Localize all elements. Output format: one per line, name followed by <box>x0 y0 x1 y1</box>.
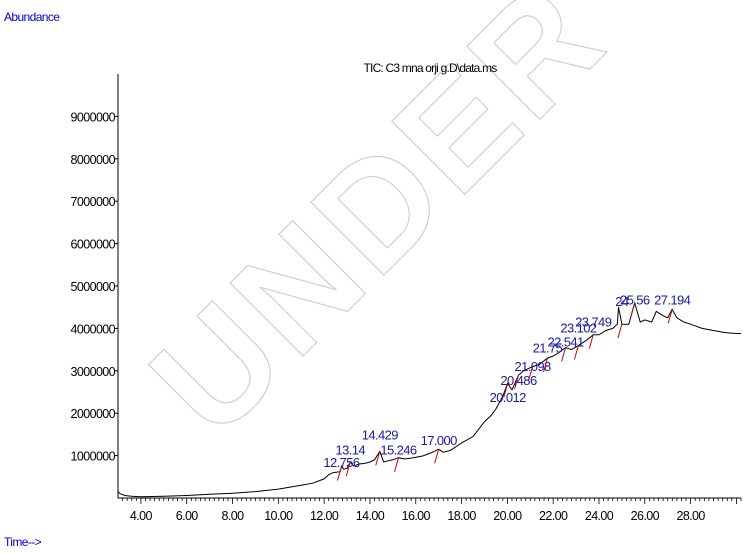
peak-marker <box>345 461 351 477</box>
y-axis-label: Abundance <box>4 10 60 24</box>
y-tick-label: 4000000 <box>71 322 116 336</box>
axis-ticks: 1000000 2000000 3000000 4000000 5000000 60000… <box>71 110 742 523</box>
x-tick-label: 6.00 <box>176 509 199 523</box>
peak-marker <box>630 302 636 318</box>
peak-marker <box>336 466 342 481</box>
y-tick-label: 7000000 <box>71 195 116 209</box>
peak-label: 23.749 <box>575 314 612 329</box>
x-tick-label: 4.00 <box>130 509 153 523</box>
peak-marker <box>561 347 567 362</box>
peak-label: 21.75 <box>533 341 563 356</box>
peak-label: 20.012 <box>490 390 527 405</box>
x-tick-label: 24.00 <box>585 509 614 523</box>
y-tick-label: 5000000 <box>71 280 116 294</box>
y-tick-label: 2000000 <box>71 407 116 421</box>
peak-marker <box>542 357 548 373</box>
peak-marker <box>667 309 673 324</box>
peak-label: 23.102 <box>560 321 597 336</box>
peak-label: 12.756 <box>323 455 360 470</box>
x-tick-label: 12.00 <box>310 509 339 523</box>
x-tick-label: 14.00 <box>356 509 385 523</box>
x-tick-label: 18.00 <box>447 509 476 523</box>
x-tick-label: 26.00 <box>631 509 660 523</box>
peak-label: 22.541 <box>547 335 584 350</box>
tic-trace-line <box>117 301 741 498</box>
peak-marker <box>503 383 509 398</box>
peak-label: 20.486 <box>500 373 537 388</box>
peak-marker <box>514 375 519 390</box>
peak-label: 25.56 <box>620 293 650 308</box>
peak-marker <box>375 451 381 466</box>
peak-label: 27.194 <box>654 293 691 308</box>
peak-marker <box>394 457 399 472</box>
peak-label: 15.246 <box>380 442 417 457</box>
x-tick-label: 22.00 <box>539 509 568 523</box>
peak-label: 17.000 <box>421 433 458 448</box>
y-tick-label: 1000000 <box>71 450 116 464</box>
peak-label: 24 <box>615 294 629 309</box>
y-tick-label: 3000000 <box>71 365 116 379</box>
chart-title: TIC: C3 mna orji g.D\data.ms <box>364 61 498 75</box>
peak-label: 13.14 <box>335 442 365 457</box>
y-tick-label: 9000000 <box>71 110 116 124</box>
x-tick-label: 16.00 <box>402 509 431 523</box>
x-axis-label: Time--> <box>4 535 42 548</box>
x-tick-label: 10.00 <box>264 509 293 523</box>
x-tick-label: 8.00 <box>222 509 245 523</box>
peak-label: 21.098 <box>514 359 551 374</box>
x-tick-label: 28.00 <box>676 509 705 523</box>
peak-marker <box>434 449 440 464</box>
x-tick-label: 20.00 <box>493 509 522 523</box>
peak-marker <box>588 334 594 349</box>
peak-label: 14.429 <box>362 427 399 442</box>
peak-marker <box>617 324 623 339</box>
trace-layer <box>117 301 741 498</box>
y-tick-label: 6000000 <box>71 238 116 252</box>
peak-marker <box>573 345 579 360</box>
peak-marker <box>528 366 534 381</box>
y-tick-label: 8000000 <box>71 153 116 167</box>
